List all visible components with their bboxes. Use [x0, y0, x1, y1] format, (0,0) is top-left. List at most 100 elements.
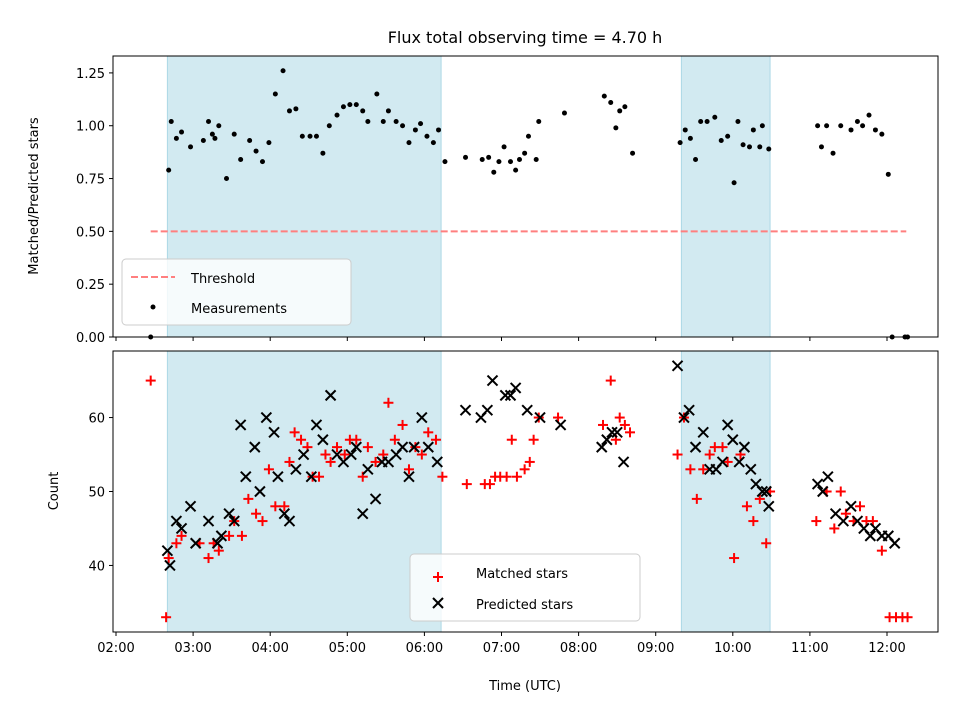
measurement-point [872, 127, 878, 133]
predicted-point [721, 419, 734, 431]
measurement-point [231, 131, 237, 137]
matched-point [362, 442, 373, 453]
predicted-point [727, 434, 739, 446]
measurement-point [507, 159, 513, 165]
matched-point [511, 471, 522, 482]
x-tick-label: 11:00 [791, 641, 828, 656]
predicted-point [864, 530, 877, 542]
measurement-point [630, 150, 636, 156]
predicted-point [272, 471, 284, 483]
matched-point [161, 612, 172, 623]
measurement-point [704, 118, 710, 124]
matched-point [506, 434, 517, 445]
matched-point [698, 464, 709, 475]
predicted-point [369, 493, 382, 505]
matched-legend-label: Matched stars [476, 567, 568, 582]
measurement-point [299, 133, 305, 139]
measurement-point [360, 108, 366, 114]
matched-point [145, 375, 156, 386]
measurement-point [601, 93, 607, 99]
measurement-point [879, 131, 885, 137]
predicted-point [683, 404, 695, 416]
predicted-point [822, 471, 834, 483]
measurement-point [442, 159, 448, 165]
predicted-point [716, 456, 729, 468]
measurement-point [838, 123, 844, 129]
measurement-point [815, 123, 821, 129]
matched-point [855, 501, 866, 512]
measurement-point [313, 133, 319, 139]
y-tick-label: 0.00 [76, 331, 105, 346]
measurement-point [854, 118, 860, 124]
matched-point [437, 471, 448, 482]
predicted-point [278, 507, 291, 520]
measurement-point [693, 157, 699, 163]
measurement-point [698, 118, 704, 124]
y-tick-label: 0.50 [76, 225, 105, 240]
predicted-point [504, 389, 517, 402]
predicted-point [324, 389, 337, 402]
measurement-point [430, 140, 436, 146]
measurement-point [412, 127, 418, 133]
predicted-point [534, 411, 546, 424]
matched-point [528, 434, 539, 445]
matched-point [203, 553, 214, 564]
measurement-point [885, 171, 891, 177]
measurement-point [188, 144, 194, 150]
predicted-point [617, 456, 630, 468]
measurement-point [436, 127, 442, 133]
matched-point [325, 456, 336, 467]
predicted-point [889, 537, 901, 549]
predicted-point [689, 441, 702, 453]
predicted-point [234, 419, 247, 431]
predicted-point [305, 471, 318, 483]
x-tick-label: 04:00 [251, 641, 288, 656]
measurement-point [286, 108, 292, 114]
measurement-point [385, 108, 391, 114]
predicted-point [486, 374, 499, 387]
matched-point [263, 464, 274, 475]
count-legend: Matched stars Predicted stars [409, 553, 641, 622]
measurement-point [848, 127, 854, 133]
measurement-point [740, 142, 746, 148]
measurement-point [374, 91, 380, 97]
matched-point [296, 434, 307, 445]
y-tick-label: 50 [88, 486, 105, 501]
predicted-point [422, 441, 434, 453]
measurement-point [617, 108, 623, 114]
matched-point [289, 427, 300, 438]
predicted-point [499, 389, 512, 402]
matched-point [243, 493, 254, 504]
predicted-point [521, 404, 533, 416]
predicted-point [763, 500, 775, 512]
measurement-point [347, 102, 353, 108]
ratio-x-ticks [115, 337, 888, 341]
measurement-point [334, 112, 340, 118]
measurement-point [824, 123, 830, 129]
matched-point [605, 375, 616, 386]
measurement-point [533, 157, 539, 163]
x-tick-label: 02:00 [97, 641, 134, 656]
measurement-point [479, 157, 485, 163]
predicted-point [297, 448, 310, 461]
predicted-point [678, 411, 690, 424]
matched-point [501, 471, 512, 482]
predicted-point [817, 485, 829, 498]
predicted-point [170, 515, 183, 527]
measurement-point [340, 104, 346, 110]
predicted-point [606, 426, 618, 439]
x-tick-label: 05:00 [329, 641, 366, 656]
matched-point [279, 501, 290, 512]
measurement-point [712, 114, 718, 120]
measurement-point [735, 118, 741, 124]
matched-point [876, 545, 887, 556]
matched-point [430, 434, 441, 445]
predicted-point [175, 522, 188, 535]
matched-point [691, 493, 702, 504]
matched-point [224, 530, 235, 541]
predicted-point [215, 530, 228, 542]
measurement-point [326, 123, 332, 129]
measurement-point [168, 118, 174, 124]
predicted-point [350, 441, 363, 453]
measurement-point [463, 154, 469, 160]
